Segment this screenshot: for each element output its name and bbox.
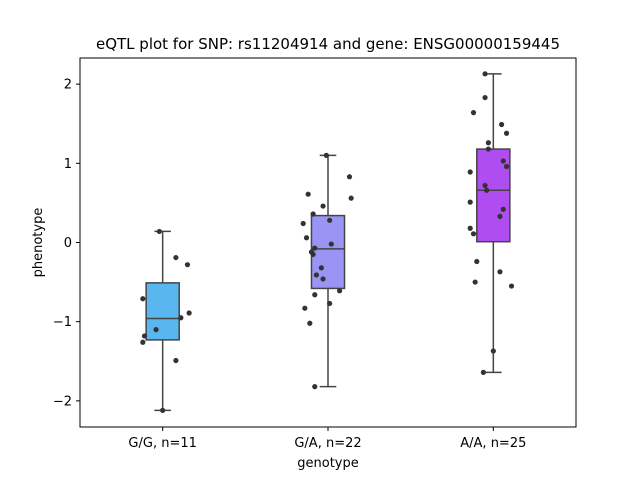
data-point	[490, 348, 496, 354]
data-point	[313, 272, 320, 278]
data-point	[327, 300, 333, 307]
data-point	[153, 327, 159, 333]
box-group	[140, 228, 192, 413]
data-point	[482, 94, 488, 101]
box-iqr	[476, 148, 511, 243]
data-point	[484, 187, 490, 193]
data-point	[318, 265, 324, 271]
x-tick-label: A/A, n=25	[460, 436, 526, 451]
data-point	[300, 220, 306, 227]
data-point	[497, 269, 503, 275]
box-group	[300, 152, 354, 390]
data-point	[327, 217, 333, 223]
x-axis-label: genotype	[297, 456, 358, 471]
data-point	[482, 182, 488, 189]
data-point	[320, 203, 326, 209]
data-point	[305, 191, 311, 197]
x-axis: G/G, n=11 G/A, n=22 A/A, n=25	[128, 427, 526, 451]
data-point	[500, 158, 506, 164]
y-tick-label: −2	[53, 394, 72, 409]
y-axis: −2 −1 0 1 2	[53, 78, 80, 409]
data-point	[467, 225, 473, 231]
y-tick-label: 0	[64, 236, 72, 251]
data-point	[482, 71, 488, 77]
x-tick-label: G/G, n=11	[128, 436, 196, 451]
data-point	[485, 140, 491, 146]
data-point	[303, 235, 310, 241]
data-point	[307, 320, 313, 326]
data-point	[508, 283, 515, 289]
y-tick-label: 1	[64, 157, 72, 172]
box-group	[467, 71, 515, 375]
data-point	[186, 310, 192, 316]
data-point	[467, 169, 473, 175]
data-point	[348, 195, 354, 201]
data-point	[503, 130, 510, 136]
data-point	[336, 288, 343, 294]
data-point	[470, 231, 477, 237]
data-point	[302, 305, 308, 311]
x-tick-label: G/A, n=22	[294, 436, 361, 451]
y-tick-label: 2	[64, 78, 72, 93]
data-point	[141, 333, 148, 339]
data-point	[485, 146, 491, 152]
data-point	[470, 110, 477, 116]
data-point	[480, 369, 487, 375]
data-point	[312, 292, 318, 298]
data-point	[328, 241, 334, 247]
data-point	[184, 262, 191, 268]
chart-title: eQTL plot for SNP: rs11204914 and gene: …	[96, 35, 560, 53]
y-tick-label: −1	[53, 315, 72, 330]
data-point	[474, 258, 480, 265]
data-point	[499, 121, 505, 128]
plot-area	[140, 71, 515, 413]
data-point	[178, 315, 184, 321]
data-point	[346, 174, 353, 180]
data-point	[173, 357, 179, 364]
data-point	[497, 213, 503, 219]
box-iqr	[145, 282, 180, 341]
data-point	[472, 279, 478, 285]
data-point	[467, 199, 473, 205]
data-point	[140, 296, 146, 302]
data-point	[312, 245, 318, 251]
data-point	[310, 211, 316, 217]
y-axis-label: phenotype	[31, 208, 46, 278]
data-point	[312, 384, 318, 390]
data-point	[310, 251, 316, 257]
data-point	[320, 276, 326, 282]
data-point	[160, 407, 166, 413]
data-point	[323, 152, 329, 158]
data-point	[173, 254, 179, 261]
data-point	[156, 228, 162, 235]
data-point	[140, 339, 146, 345]
data-point	[503, 163, 510, 170]
data-point	[500, 206, 506, 212]
